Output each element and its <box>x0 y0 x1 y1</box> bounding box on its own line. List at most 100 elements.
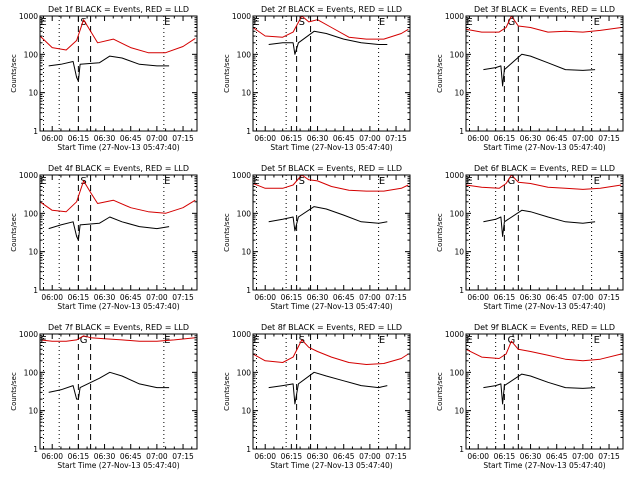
x-tick-label: 06:45 <box>333 134 355 143</box>
plot-frame <box>39 15 198 132</box>
x-tick-label: 06:30 <box>520 134 542 143</box>
chart-title: Det 3f BLACK = Events, RED = LLD <box>474 5 615 14</box>
x-tick-label: 06:45 <box>120 134 142 143</box>
x-tick-label: 06:15 <box>281 452 303 461</box>
marker-label: E <box>164 17 170 28</box>
marker-label: G <box>80 335 88 346</box>
marker-label: E <box>379 176 385 187</box>
x-tick-label: 06:00 <box>41 452 63 461</box>
marker-label: S <box>299 17 305 28</box>
series-line-events <box>268 371 388 405</box>
x-tick-label: 07:00 <box>146 452 168 461</box>
y-tick-label: 1000 <box>19 171 38 180</box>
y-tick-label: 10 <box>454 248 464 257</box>
plot-frame <box>252 15 411 132</box>
x-tick-label: 06:00 <box>467 134 489 143</box>
marker-label: E <box>164 176 170 187</box>
y-tick-label: 100 <box>450 50 465 59</box>
x-axis-label: Start Time (27-Nov-13 05:47:40) <box>483 302 605 311</box>
y-tick-label: 1000 <box>232 330 251 339</box>
y-tick-label: 1 <box>33 127 38 136</box>
y-tick-label: 100 <box>237 368 252 377</box>
marker-label: E <box>253 335 259 346</box>
plot-frame <box>252 333 411 450</box>
y-tick-label: 100 <box>24 368 39 377</box>
series-line-events <box>483 209 596 237</box>
marker-label: E <box>594 176 600 187</box>
x-tick-label: 06:45 <box>333 452 355 461</box>
x-tick-label: 07:15 <box>172 452 194 461</box>
chart-title: Det 8f BLACK = Events, RED = LLD <box>261 323 402 332</box>
series-line-lld <box>39 19 196 54</box>
x-tick-label: 07:15 <box>385 452 407 461</box>
marker-label: E <box>594 335 600 346</box>
y-tick-label: 10 <box>454 407 464 416</box>
y-tick-label: 1 <box>33 445 38 454</box>
x-tick-label: 06:15 <box>494 134 516 143</box>
y-tick-label: 1000 <box>232 171 251 180</box>
marker-label: G <box>507 335 515 346</box>
marker-label: E <box>379 17 385 28</box>
y-tick-label: 1000 <box>19 330 38 339</box>
marker-label: E <box>253 176 259 187</box>
marker-label: E <box>466 17 472 28</box>
y-tick-label: 1 <box>459 286 464 295</box>
y-tick-label: 10 <box>28 89 38 98</box>
x-tick-label: 06:00 <box>41 293 63 302</box>
x-tick-label: 06:15 <box>281 293 303 302</box>
x-tick-label: 06:30 <box>94 134 116 143</box>
series-line-lld <box>39 335 196 342</box>
chart-title: Det 2f BLACK = Events, RED = LLD <box>261 5 402 14</box>
y-tick-label: 10 <box>454 89 464 98</box>
y-axis-label: Counts/sec <box>223 213 231 252</box>
x-tick-label: 06:30 <box>94 452 116 461</box>
series-line-lld <box>465 340 622 362</box>
chart-title: Det 6f BLACK = Events, RED = LLD <box>474 164 615 173</box>
y-tick-label: 100 <box>237 209 252 218</box>
y-tick-label: 100 <box>237 50 252 59</box>
y-tick-label: 100 <box>24 209 39 218</box>
marker-label: E <box>466 335 472 346</box>
y-tick-label: 1000 <box>19 12 38 21</box>
x-axis-label: Start Time (27-Nov-13 05:47:40) <box>270 143 392 152</box>
series-line-lld <box>252 174 409 192</box>
x-tick-label: 07:00 <box>359 293 381 302</box>
series-line-events <box>48 371 170 400</box>
x-tick-label: 07:15 <box>598 134 620 143</box>
x-tick-label: 06:30 <box>307 134 329 143</box>
x-axis-label: Start Time (27-Nov-13 05:47:40) <box>270 302 392 311</box>
chart-title: Det 4f BLACK = Events, RED = LLD <box>48 164 189 173</box>
plot-frame <box>465 174 624 291</box>
x-tick-label: 06:45 <box>546 452 568 461</box>
x-tick-label: 06:45 <box>333 293 355 302</box>
x-tick-label: 07:00 <box>359 134 381 143</box>
y-tick-label: 10 <box>241 248 251 257</box>
marker-label: S <box>80 17 86 28</box>
x-tick-label: 06:15 <box>494 293 516 302</box>
series-line-lld <box>252 339 409 365</box>
series-line-events <box>48 216 170 241</box>
y-axis-label: Counts/sec <box>10 54 18 93</box>
x-tick-label: 06:45 <box>546 134 568 143</box>
y-tick-label: 1 <box>246 127 251 136</box>
marker-label: G <box>507 17 515 28</box>
x-tick-label: 07:00 <box>146 293 168 302</box>
x-tick-label: 06:00 <box>467 293 489 302</box>
y-tick-label: 10 <box>28 248 38 257</box>
plot-frame <box>39 333 198 450</box>
x-tick-label: 06:15 <box>494 452 516 461</box>
plot-frame <box>252 174 411 291</box>
plot-frame <box>465 15 624 132</box>
x-tick-label: 06:45 <box>546 293 568 302</box>
x-tick-label: 06:45 <box>120 452 142 461</box>
marker-label: E <box>253 17 259 28</box>
y-tick-label: 1 <box>459 127 464 136</box>
